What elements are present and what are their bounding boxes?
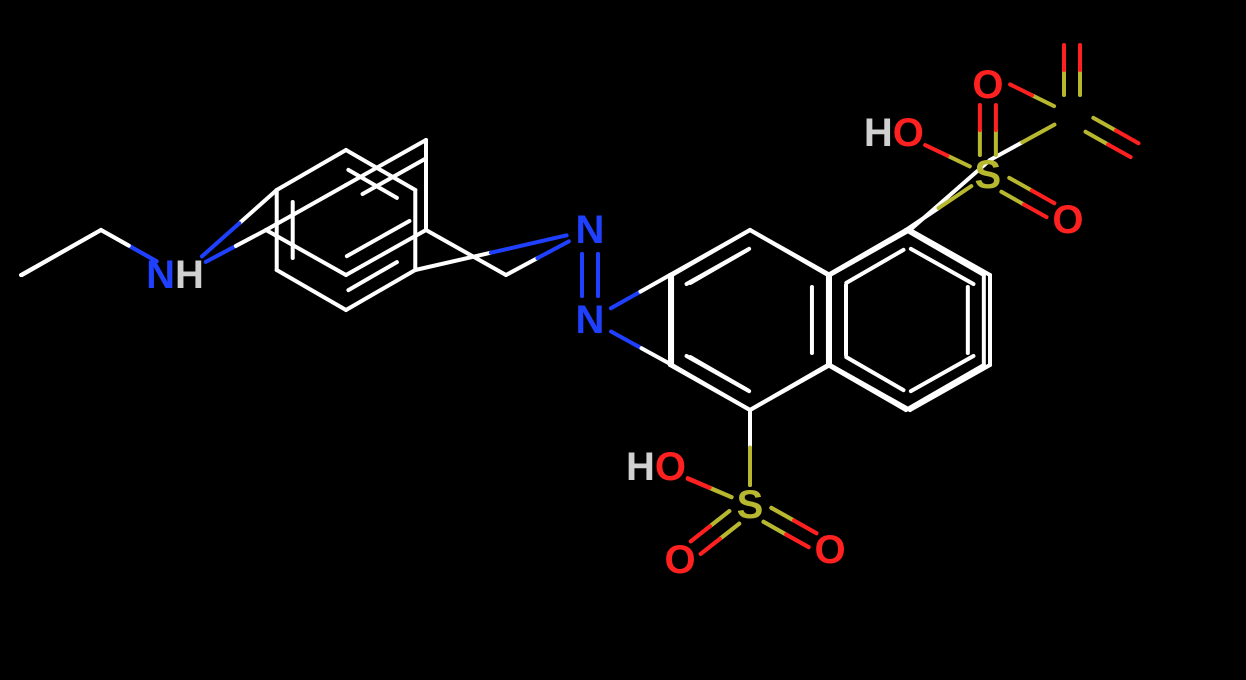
atom-S1O2: O — [664, 538, 695, 582]
atom-S2: S — [975, 153, 1002, 197]
atom-S2O1: O — [972, 63, 1003, 107]
atom-N1: N — [576, 208, 605, 252]
molecule-diagram: NHNNSOOHOSOOHO — [0, 0, 1246, 680]
atom-S1O1: O — [814, 528, 845, 572]
atom-S1OH: HO — [626, 445, 686, 489]
atom-N2: N — [576, 298, 605, 342]
atom-S2O2: O — [1052, 198, 1083, 242]
atom-S1: S — [737, 483, 764, 527]
atom-leftN: NH — [146, 253, 204, 297]
atom-S2OH: HO — [864, 111, 924, 155]
